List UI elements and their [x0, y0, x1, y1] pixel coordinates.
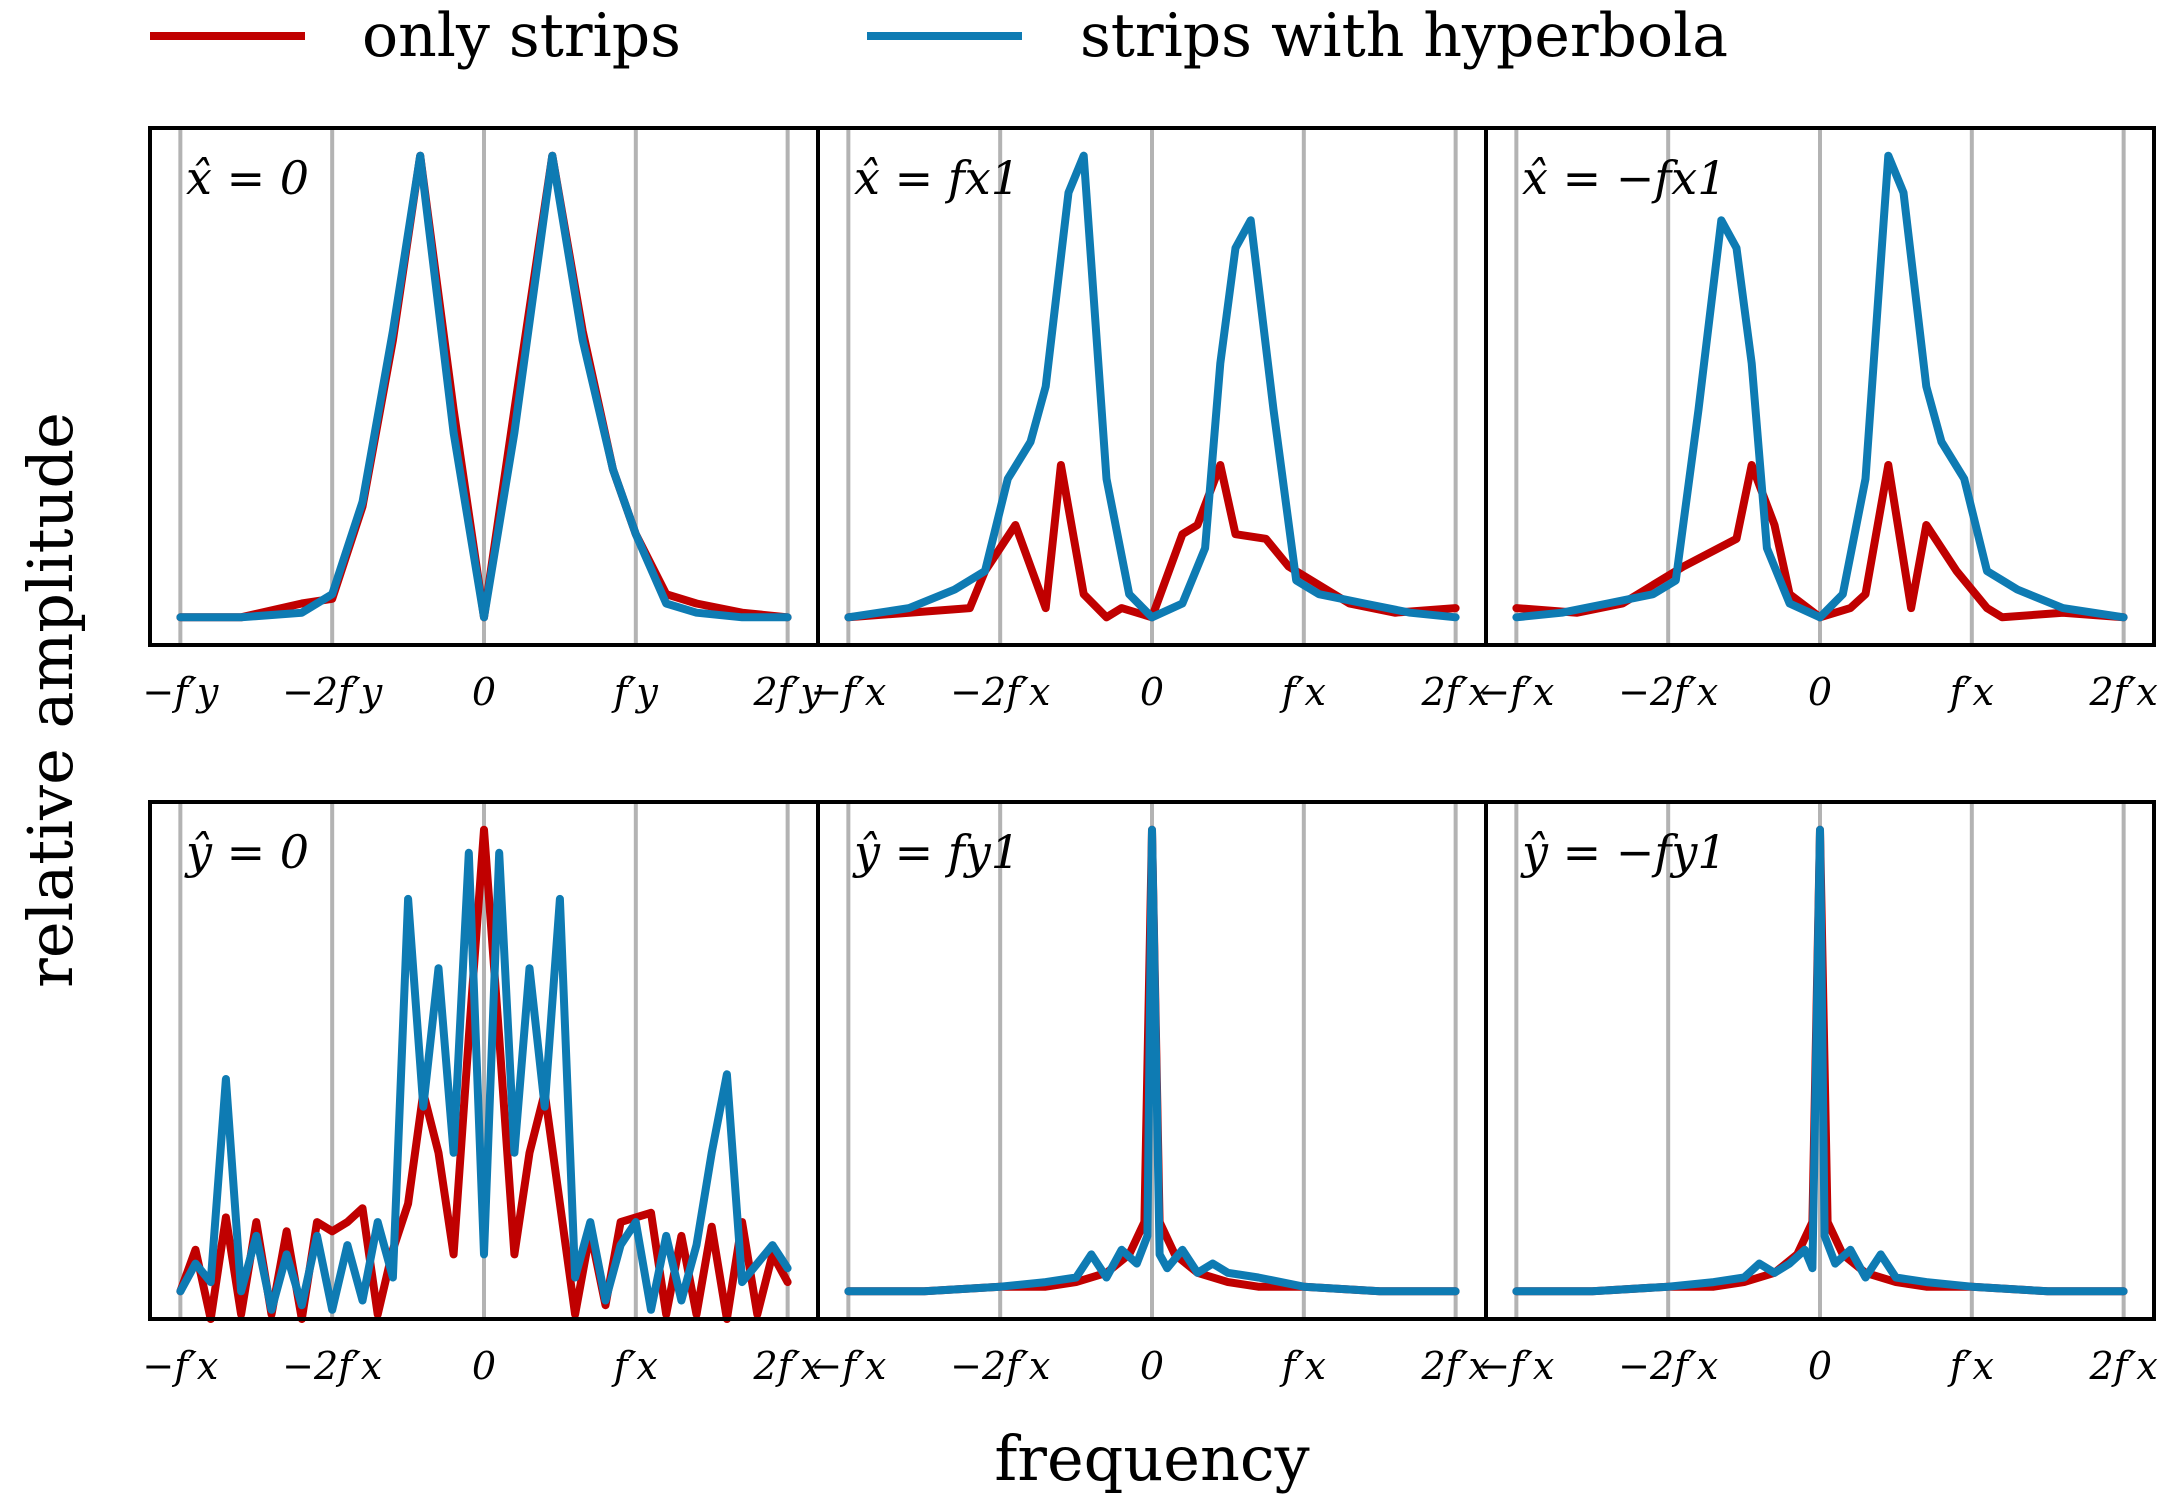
panel-frame [1484, 126, 2156, 647]
legend: only strips strips with hyperbola [150, 1, 1728, 71]
panel-title: x̂ = 0 [186, 151, 309, 205]
series-line-strips-with-hyperbola [1512, 825, 2128, 1296]
x-tick-label: −2f′x [950, 1344, 1050, 1388]
x-tick-label: f′x [1279, 1344, 1326, 1388]
panel-3: x̂ = −fx1 −f′x −2f′x 0 f′x 2f′x [1478, 126, 2158, 714]
x-tick-label: 0 [1140, 670, 1164, 714]
x-tick-label: −2f′x [1618, 670, 1718, 714]
x-tick-label: −2f′y [282, 670, 383, 714]
series-line-strips-with-hyperbola [1512, 151, 2128, 622]
x-tick-label: 2f′x [2088, 670, 2157, 714]
x-tick-label: −f′x [142, 1344, 218, 1388]
panel-title: ŷ = fy1 [852, 825, 1020, 879]
x-tick-label: 2f′x [752, 1344, 821, 1388]
panel-title: x̂ = −fx1 [1522, 151, 1727, 205]
series-line-strips-with-hyperbola [844, 825, 1460, 1296]
x-tick-label: −f′x [1478, 670, 1554, 714]
x-tick-label: 0 [1140, 1344, 1164, 1388]
x-tick-label: 0 [472, 670, 496, 714]
x-tick-label: 0 [472, 1344, 496, 1388]
panel-2: x̂ = fx1 −f′x −2f′x 0 f′x 2f′x [810, 126, 1490, 714]
x-tick-label: 0 [1808, 1344, 1832, 1388]
x-tick-label: f′x [611, 1344, 658, 1388]
legend-label-strips-with-hyperbola: strips with hyperbola [1080, 1, 1728, 71]
panel-title: ŷ = −fy1 [1520, 825, 1727, 879]
series-line-strips-with-hyperbola [176, 151, 792, 622]
panel-title: ŷ = 0 [184, 825, 309, 879]
x-tick-label: f′x [1947, 670, 1994, 714]
x-tick-label: 2f′x [1420, 1344, 1489, 1388]
x-tick-label: −f′y [142, 670, 219, 714]
x-tick-label: 2f′x [1420, 670, 1489, 714]
x-tick-label: −f′x [1478, 1344, 1554, 1388]
y-axis-label: relative amplitude [14, 412, 87, 988]
series-line-only-strips [1512, 461, 2128, 622]
panel-6: ŷ = −fy1 −f′x −2f′x 0 f′x 2f′x [1478, 800, 2158, 1388]
series-line-strips-with-hyperbola [844, 151, 1460, 622]
x-tick-label: −f′x [810, 670, 886, 714]
x-tick-label: −2f′x [950, 670, 1050, 714]
legend-label-only-strips: only strips [362, 1, 681, 71]
x-tick-label: −f′x [810, 1344, 886, 1388]
x-tick-label: 2f′x [2088, 1344, 2157, 1388]
panel-1: x̂ = 0 −f′y −2f′y 0 f′y 2f′y [142, 126, 822, 714]
x-tick-label: f′y [611, 670, 659, 714]
x-tick-label: f′x [1279, 670, 1326, 714]
panel-5: ŷ = fy1 −f′x −2f′x 0 f′x 2f′x [810, 800, 1490, 1388]
x-tick-label: −2f′x [282, 1344, 382, 1388]
x-tick-label: 2f′y [752, 670, 822, 714]
x-tick-label: f′x [1947, 1344, 1994, 1388]
panels: x̂ = 0 −f′y −2f′y 0 f′y 2f′y x̂ = fx1 −f′x −2f′x… [142, 126, 2158, 1388]
panel-4: ŷ = 0 −f′x −2f′x 0 f′x 2f′x [142, 800, 822, 1388]
x-axis-label: frequency [994, 1422, 1309, 1495]
series-line-strips-with-hyperbola [176, 848, 792, 1314]
panel-title: x̂ = fx1 [854, 151, 1020, 205]
panel-frame [1484, 800, 2156, 1321]
x-tick-label: −2f′x [1618, 1344, 1718, 1388]
x-tick-label: 0 [1808, 670, 1832, 714]
